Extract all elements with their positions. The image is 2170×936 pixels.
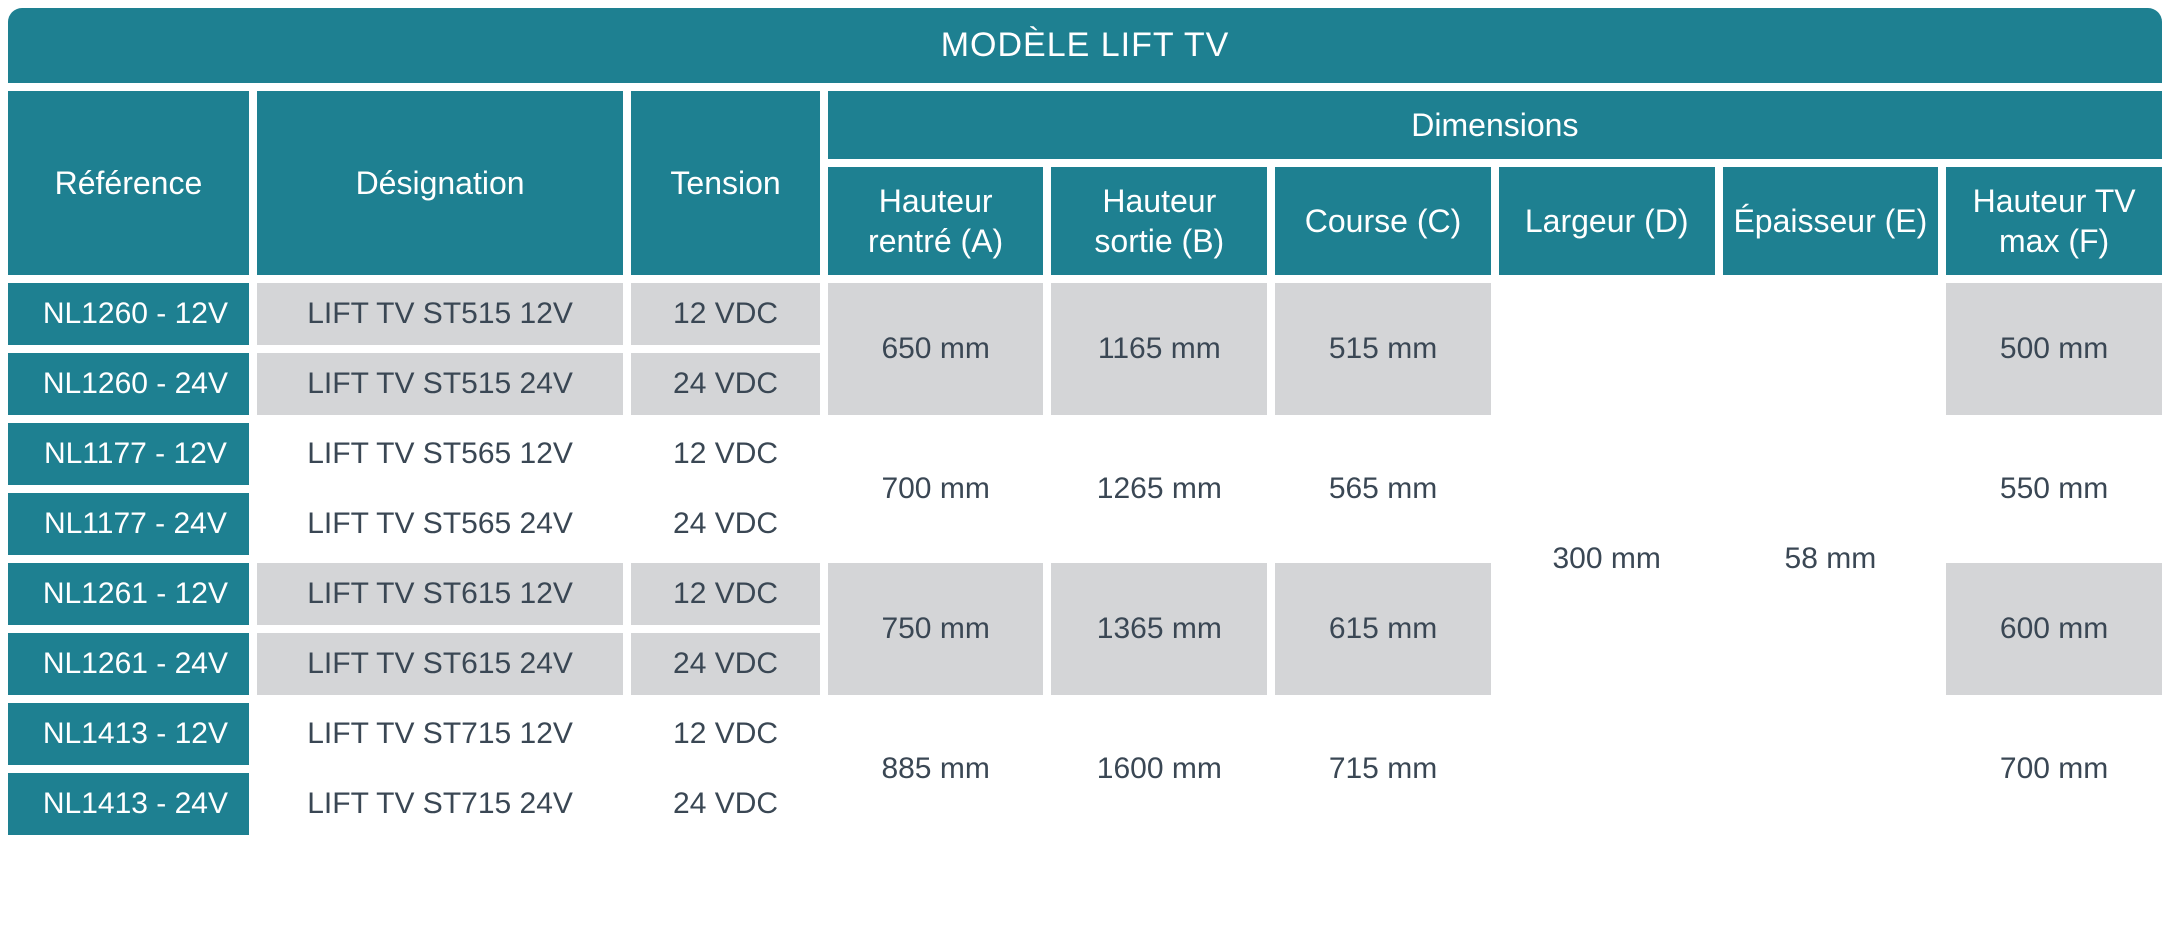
header-dimensions: Dimensions	[828, 91, 2162, 159]
cell-designation: LIFT TV ST715 12V	[257, 703, 623, 765]
cell-tension: 12 VDC	[631, 563, 819, 625]
cell-tension: 12 VDC	[631, 703, 819, 765]
cell-reference: NL1413 - 12V	[8, 703, 249, 765]
cell-hauteur-tv-max: 500 mm	[1946, 283, 2162, 415]
header-course: Course (C)	[1275, 167, 1491, 275]
cell-reference: NL1177 - 12V	[8, 423, 249, 485]
cell-course: 615 mm	[1275, 563, 1491, 695]
cell-hauteur-rentre: 650 mm	[828, 283, 1044, 415]
cell-reference: NL1177 - 24V	[8, 493, 249, 555]
cell-designation: LIFT TV ST565 24V	[257, 493, 623, 555]
cell-hauteur-sortie: 1165 mm	[1051, 283, 1267, 415]
cell-designation: LIFT TV ST515 24V	[257, 353, 623, 415]
header-designation: Désignation	[257, 91, 623, 275]
cell-hauteur-sortie: 1600 mm	[1051, 703, 1267, 835]
cell-designation: LIFT TV ST515 12V	[257, 283, 623, 345]
header-tension: Tension	[631, 91, 819, 275]
table-row: NL1260 - 12VLIFT TV ST515 12V12 VDC650 m…	[8, 283, 2162, 345]
cell-course: 565 mm	[1275, 423, 1491, 555]
cell-hauteur-tv-max: 700 mm	[1946, 703, 2162, 835]
cell-hauteur-rentre: 750 mm	[828, 563, 1044, 695]
cell-tension: 24 VDC	[631, 493, 819, 555]
cell-hauteur-rentre: 700 mm	[828, 423, 1044, 555]
cell-reference: NL1413 - 24V	[8, 773, 249, 835]
cell-hauteur-tv-max: 600 mm	[1946, 563, 2162, 695]
cell-tension: 12 VDC	[631, 423, 819, 485]
cell-designation: LIFT TV ST715 24V	[257, 773, 623, 835]
header-epaisseur: Épaisseur (E)	[1723, 167, 1939, 275]
cell-reference: NL1260 - 12V	[8, 283, 249, 345]
cell-tension: 24 VDC	[631, 633, 819, 695]
cell-reference: NL1261 - 24V	[8, 633, 249, 695]
cell-hauteur-tv-max: 550 mm	[1946, 423, 2162, 555]
cell-tension: 12 VDC	[631, 283, 819, 345]
table-body: NL1260 - 12VLIFT TV ST515 12V12 VDC650 m…	[8, 283, 2162, 835]
lift-tv-table: MODÈLE LIFT TV Référence Désignation Ten…	[0, 0, 2170, 843]
cell-tension: 24 VDC	[631, 353, 819, 415]
header-hauteur-tv-max: Hauteur TV max (F)	[1946, 167, 2162, 275]
header-reference: Référence	[8, 91, 249, 275]
cell-tension: 24 VDC	[631, 773, 819, 835]
cell-course: 515 mm	[1275, 283, 1491, 415]
cell-reference: NL1261 - 12V	[8, 563, 249, 625]
cell-reference: NL1260 - 24V	[8, 353, 249, 415]
header-hauteur-rentre: Hauteur rentré (A)	[828, 167, 1044, 275]
cell-designation: LIFT TV ST615 12V	[257, 563, 623, 625]
cell-designation: LIFT TV ST615 24V	[257, 633, 623, 695]
header-hauteur-sortie: Hauteur sortie (B)	[1051, 167, 1267, 275]
cell-epaisseur: 58 mm	[1723, 283, 1939, 835]
table-title: MODÈLE LIFT TV	[8, 8, 2162, 83]
cell-largeur: 300 mm	[1499, 283, 1715, 835]
cell-designation: LIFT TV ST565 12V	[257, 423, 623, 485]
cell-hauteur-sortie: 1365 mm	[1051, 563, 1267, 695]
cell-hauteur-sortie: 1265 mm	[1051, 423, 1267, 555]
header-largeur: Largeur (D)	[1499, 167, 1715, 275]
cell-course: 715 mm	[1275, 703, 1491, 835]
cell-hauteur-rentre: 885 mm	[828, 703, 1044, 835]
